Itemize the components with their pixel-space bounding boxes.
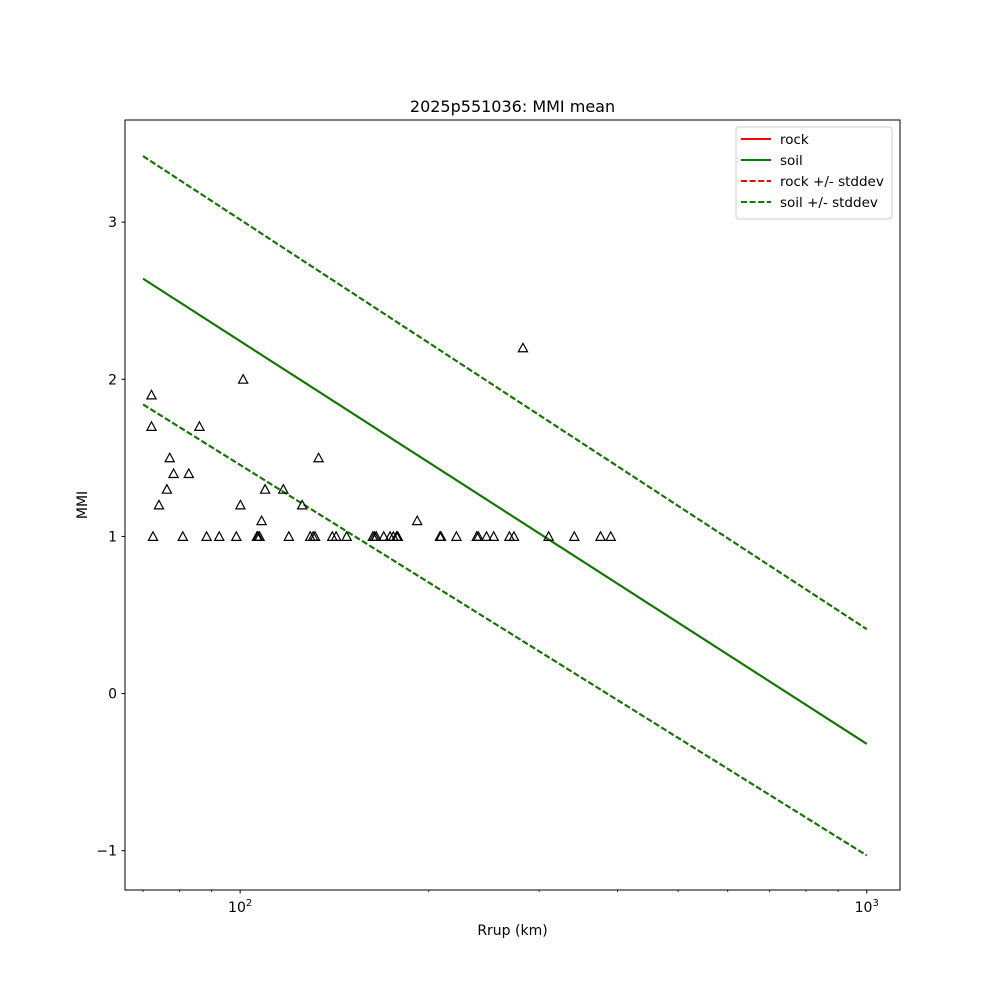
data-point [341,530,353,541]
data-point [200,530,213,541]
data-point [283,530,295,541]
x-axis-label: Rrup (km) [477,923,547,939]
y-tick-label: −1 [96,844,117,860]
y-axis-label: MMI [75,491,91,519]
chart-title: 2025p551036: MMI mean [410,97,615,116]
data-point [145,420,158,431]
plot-area [142,155,868,857]
data-point [480,530,493,541]
data-point [450,530,463,541]
data-point [183,467,195,479]
data-point [508,530,520,541]
data-point [543,530,555,541]
y-tick-label: 2 [108,372,117,388]
data-point [145,389,158,400]
data-point [237,373,249,384]
series-line-soil-stddev-upper [142,155,868,630]
data-point [330,530,342,541]
data-point [594,530,607,541]
data-point [296,499,308,510]
data-point [167,467,180,479]
data-point [193,420,206,431]
legend-label: rock +/- stddev [780,174,884,190]
data-point [277,483,289,494]
legend-label: soil +/- stddev [780,195,878,211]
series-line-soil [142,277,868,745]
data-point [517,341,529,353]
data-point [259,483,271,494]
data-point [164,451,176,463]
data-point [370,530,382,541]
legend-label: rock [780,132,809,148]
data-point [568,530,580,541]
data-point [161,483,173,494]
data-point [411,514,423,526]
data-point [255,514,268,526]
data-point [213,530,225,541]
data-point [147,530,159,541]
series-line-soil-stddev-lower [142,403,868,857]
data-point [392,530,404,541]
data-point [488,530,500,541]
y-tick-label: 1 [108,529,117,545]
data-point [435,530,447,541]
data-point [230,530,242,541]
data-point [153,499,165,510]
y-tick-label: 3 [108,215,117,231]
data-point [312,451,325,463]
y-tick-label: 0 [108,687,117,703]
data-point [309,530,321,541]
data-point [378,530,390,541]
data-point [605,530,617,541]
data-point [253,530,266,541]
plot-frame [124,119,901,891]
legend-box [735,126,893,220]
data-point [472,530,484,541]
data-point [234,499,247,510]
legend: rock soil rock +/- stddev soil +/- stddev [735,126,893,220]
data-point [177,530,189,541]
legend-label: soil [780,153,803,169]
